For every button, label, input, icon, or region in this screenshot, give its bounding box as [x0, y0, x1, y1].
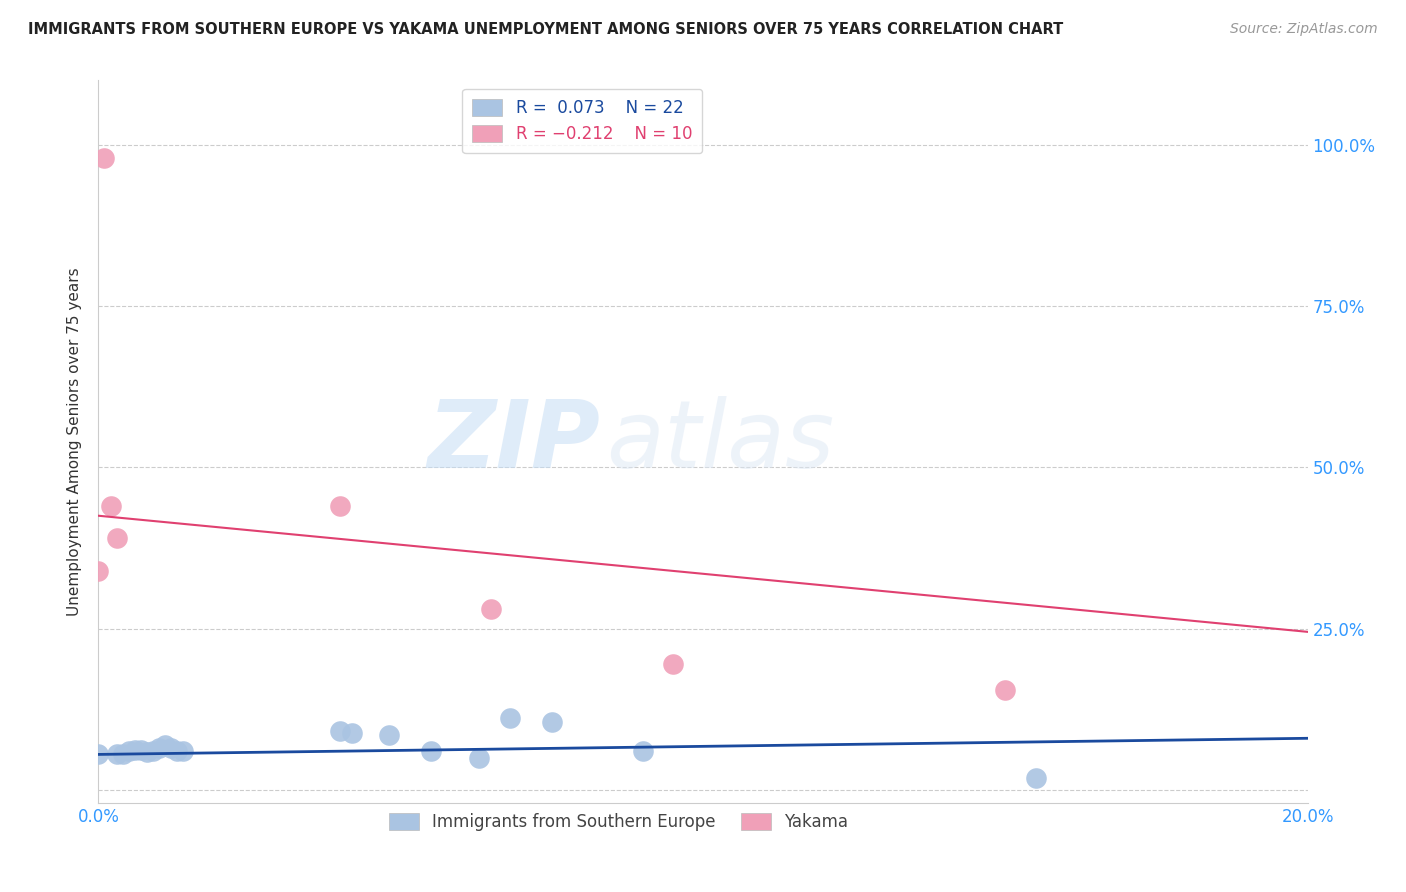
Point — [160, 741, 183, 756]
Point — [105, 531, 128, 545]
Text: ZIP: ZIP — [427, 395, 600, 488]
Text: atlas: atlas — [606, 396, 835, 487]
Point — [166, 744, 188, 758]
Point — [111, 747, 134, 762]
Point — [631, 744, 654, 758]
Point — [172, 744, 194, 758]
Point — [420, 744, 443, 758]
Point — [329, 723, 352, 738]
Point — [540, 715, 562, 730]
Point — [468, 750, 491, 764]
Text: Source: ZipAtlas.com: Source: ZipAtlas.com — [1230, 22, 1378, 37]
Point — [87, 747, 110, 762]
Point — [124, 743, 146, 757]
Point — [481, 602, 503, 616]
Point — [105, 747, 128, 762]
Point — [148, 741, 170, 756]
Point — [100, 499, 122, 513]
Point — [93, 151, 115, 165]
Point — [135, 746, 157, 760]
Point — [118, 744, 141, 758]
Point — [661, 657, 683, 672]
Legend: Immigrants from Southern Europe, Yakama: Immigrants from Southern Europe, Yakama — [382, 806, 855, 838]
Point — [342, 726, 364, 740]
Point — [87, 564, 110, 578]
Point — [498, 711, 520, 725]
Point — [377, 728, 399, 742]
Text: IMMIGRANTS FROM SOUTHERN EUROPE VS YAKAMA UNEMPLOYMENT AMONG SENIORS OVER 75 YEA: IMMIGRANTS FROM SOUTHERN EUROPE VS YAKAM… — [28, 22, 1063, 37]
Point — [329, 499, 352, 513]
Point — [142, 744, 165, 758]
Y-axis label: Unemployment Among Seniors over 75 years: Unemployment Among Seniors over 75 years — [66, 268, 82, 615]
Point — [994, 682, 1017, 697]
Point — [129, 743, 152, 757]
Point — [153, 738, 176, 752]
Point — [1024, 772, 1046, 786]
